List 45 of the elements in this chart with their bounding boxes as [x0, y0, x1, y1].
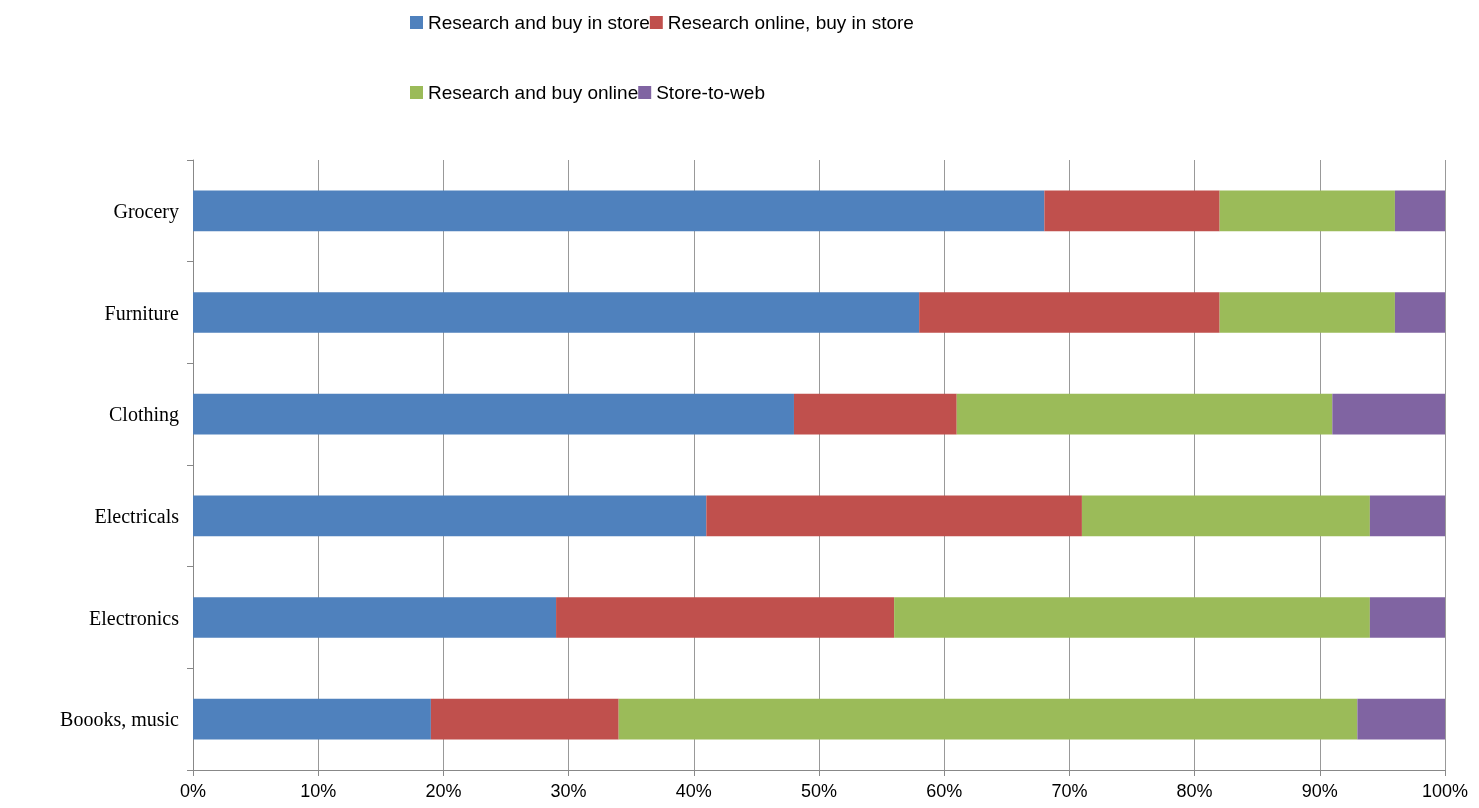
x-tick-label: 20% — [425, 781, 462, 801]
bar — [1044, 190, 1220, 232]
bar — [193, 597, 557, 638]
bar — [1357, 698, 1445, 740]
bar — [193, 190, 1045, 232]
x-tick-label: 10% — [300, 781, 337, 801]
bar — [1394, 292, 1445, 333]
bar — [193, 393, 794, 435]
bar — [956, 393, 1333, 435]
x-tick-label: 50% — [800, 781, 838, 801]
bar — [556, 597, 895, 638]
bar — [1369, 597, 1445, 638]
y-tick-label: Grocery — [113, 199, 179, 223]
x-tick-label: 70% — [1051, 781, 1088, 801]
bar — [193, 698, 431, 740]
legend-label: Research online, buy in store — [667, 12, 914, 33]
x-tick-label: 0% — [179, 781, 207, 801]
bar — [1369, 495, 1445, 537]
legend-label: Store-to-web — [656, 82, 765, 103]
y-tick-label: Electricals — [94, 504, 180, 527]
bar — [1219, 190, 1395, 232]
x-tick-label: 60% — [926, 781, 963, 801]
legend-label: Research and buy online — [428, 82, 639, 103]
x-tick-label: 80% — [1176, 781, 1213, 801]
bar — [1081, 495, 1370, 537]
y-tick-label: Furniture — [104, 301, 180, 324]
y-tick-label: Clothing — [108, 403, 179, 427]
y-tick-label: Boooks, music — [60, 708, 180, 731]
bar — [894, 597, 1370, 638]
x-tick-label: 90% — [1301, 781, 1338, 801]
legend-label: Research and buy in store — [428, 12, 650, 33]
bar — [430, 698, 619, 740]
x-tick-label: 40% — [675, 781, 712, 801]
bar — [706, 495, 1082, 537]
bar — [793, 393, 957, 435]
bar — [1394, 190, 1445, 232]
bar — [193, 292, 920, 333]
bar — [618, 698, 1358, 740]
x-tick-label: 30% — [550, 781, 587, 801]
bar — [1332, 393, 1445, 435]
x-tick-label: 100% — [1421, 781, 1469, 801]
bar — [193, 495, 707, 537]
bar — [1219, 292, 1395, 333]
y-tick-label: Electronics — [89, 606, 180, 629]
bar — [919, 292, 1220, 333]
